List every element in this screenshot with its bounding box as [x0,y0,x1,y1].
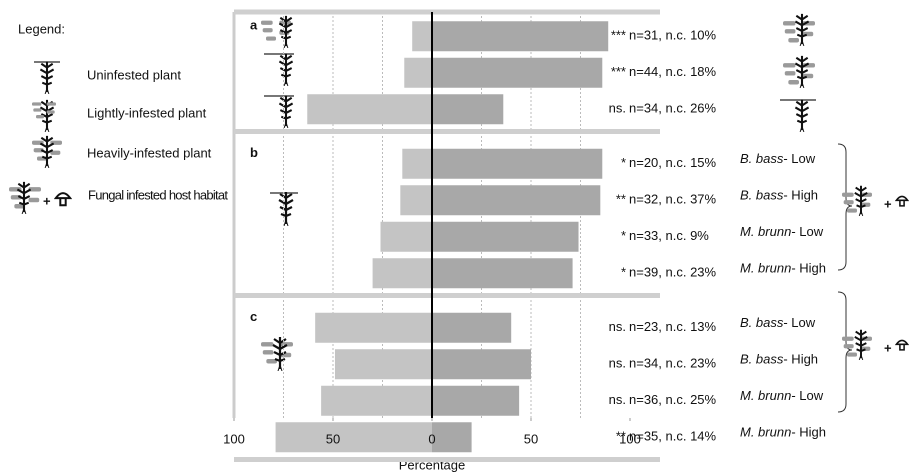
treatment-label: B. bass- High [740,188,818,203]
bar-right [432,185,601,216]
treatment-species: B. bass [740,188,784,203]
treatment-label: B. bass- Low [740,315,816,330]
panel-label: c [250,309,257,324]
treatment-species: M. brunn [740,388,791,403]
significance: * [621,228,626,243]
count-label: n=34, n.c. 26% [629,101,717,116]
treatment-species: B. bass [740,352,784,367]
x-tick-label: 50 [524,431,538,446]
treatment-label: B. bass- High [740,352,818,367]
legend-item: Lightly-infested plant [87,105,207,120]
significance: ** [616,192,626,207]
treatment-level: - Low [783,151,815,166]
panel-label: b [250,145,258,160]
significance: ns. [609,101,626,116]
bar-right [432,57,603,88]
significance: ns. [609,319,626,334]
bar-right [432,385,520,416]
legend-item: Uninfested plant [87,67,181,82]
bar-left [275,422,432,453]
significance: * [621,265,626,280]
treatment-level: - High [791,425,826,440]
treatment-level: - High [791,261,826,276]
panel-icons: + + [261,12,909,413]
bar-left [380,221,432,252]
treatment-level: - Low [783,315,815,330]
legend-icons: + [9,60,72,214]
bar-left [321,385,432,416]
count-label: n=34, n.c. 23% [629,356,717,371]
bar-right [432,221,579,252]
x-tick-label: 100 [619,431,641,446]
legend-item: Heavily-infested plant [87,145,212,160]
bar-right [432,312,512,343]
treatment-label: M. brunn- High [740,261,826,276]
significance: *** [611,28,626,43]
svg-text:+: + [884,340,892,355]
significance: * [621,155,626,170]
significance: ns. [609,356,626,371]
count-label: n=23, n.c. 13% [629,319,717,334]
bar-right [432,21,609,52]
count-label: n=31, n.c. 10% [629,28,717,43]
bar-left [412,21,432,52]
treatment-label: M. brunn- Low [740,224,824,239]
bar-right [432,258,573,289]
bar-left [402,148,432,179]
bar-left [334,349,432,380]
bar-left [400,185,432,216]
count-label: n=39, n.c. 23% [629,265,717,280]
bar-left [315,312,432,343]
count-label: n=36, n.c. 25% [629,392,717,407]
bar-right [432,148,603,179]
count-label: n=20, n.c. 15% [629,155,717,170]
significance: ** [616,429,626,444]
x-tick-label: 100 [223,431,245,446]
treatment-level: - Low [791,224,823,239]
treatment-species: M. brunn [740,224,791,239]
treatment-species: B. bass [740,151,784,166]
bar-left [372,258,432,289]
x-tick-label: 50 [326,431,340,446]
treatment-level: - Low [791,388,823,403]
count-label: n=33, n.c. 9% [629,228,709,243]
treatment-species: M. brunn [740,425,791,440]
count-label: n=35, n.c. 14% [629,429,717,444]
bar-right [432,94,504,125]
panel-label: a [250,17,258,32]
count-label: n=44, n.c. 18% [629,64,717,79]
bar-right [432,422,472,453]
treatment-label: B. bass- Low [740,151,816,166]
count-label: n=32, n.c. 37% [629,192,717,207]
x-tick-label: 0 [428,431,435,446]
legend-item: Fungal infested host habitat [88,187,228,202]
svg-text:+: + [43,193,51,208]
bar-left [404,57,432,88]
treatment-species: B. bass [740,315,784,330]
treatment-species: M. brunn [740,261,791,276]
svg-text:+: + [884,196,892,211]
bar-left [307,94,432,125]
significance: ns. [609,392,626,407]
treatment-label: M. brunn- High [740,425,826,440]
treatment-level: - High [783,352,818,367]
treatment-level: - High [783,188,818,203]
treatment-label: M. brunn- Low [740,388,824,403]
legend-title: Legend: [18,21,65,36]
significance: *** [611,64,626,79]
bar-right [432,349,531,380]
